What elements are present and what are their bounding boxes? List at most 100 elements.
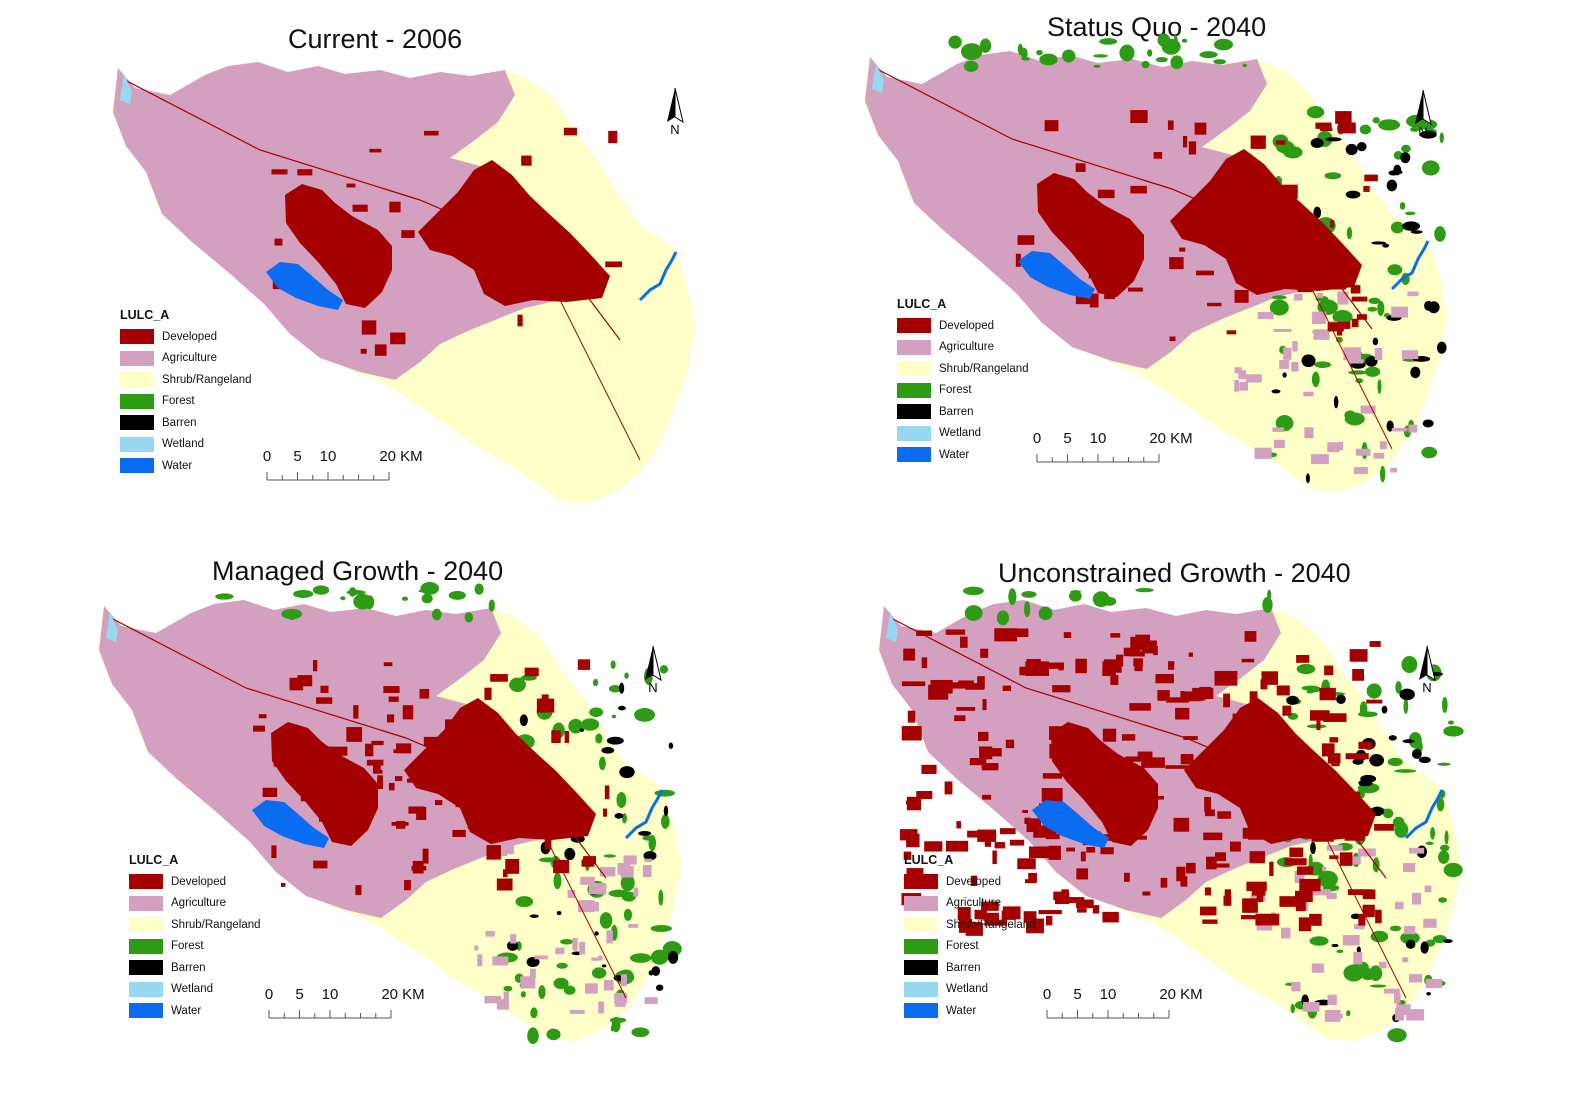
- agriculture-patch: [1239, 381, 1249, 391]
- barren-patch: [1372, 337, 1379, 346]
- barren-patch: [1345, 143, 1358, 156]
- developed-patch: [1319, 687, 1336, 701]
- developed-patch: [1329, 286, 1347, 290]
- developed-patch: [1351, 318, 1359, 328]
- agriculture-patch: [1406, 1009, 1425, 1021]
- developed-patch: [1251, 779, 1263, 793]
- forest-patch: [1348, 370, 1367, 375]
- agriculture-patch: [1355, 448, 1371, 456]
- agriculture-patch: [1351, 856, 1361, 865]
- forest-patch: [1324, 172, 1342, 180]
- developed-patch: [1356, 314, 1367, 320]
- barren-patch: [619, 682, 625, 694]
- forest-patch: [608, 685, 622, 693]
- developed-patch: [1028, 872, 1037, 883]
- legend-item: Wetland: [120, 434, 252, 456]
- developed-patch: [1074, 195, 1081, 205]
- legend-item: Developed: [120, 326, 252, 348]
- forest-patch: [592, 678, 599, 687]
- forest-patch: [401, 596, 409, 601]
- legend-swatch: [120, 393, 154, 409]
- agriculture-patch: [569, 1009, 585, 1014]
- scale-ruler: [1046, 1010, 1170, 1019]
- developed-patch: [393, 749, 399, 753]
- developed-patch: [274, 238, 283, 246]
- agriculture-patch: [1294, 293, 1303, 301]
- legend-item: Wetland: [129, 979, 261, 1001]
- agriculture-patch: [1294, 870, 1305, 884]
- forest-patch: [1394, 769, 1417, 773]
- forest-patch: [659, 665, 669, 674]
- barren-patch: [519, 714, 528, 727]
- developed-patch: [1157, 690, 1170, 701]
- forest-patch: [1390, 221, 1405, 234]
- developed-patch: [1182, 136, 1188, 148]
- scale-label: 10: [1099, 986, 1117, 1003]
- agriculture-patch: [580, 876, 595, 885]
- forest-patch: [1421, 160, 1440, 176]
- developed-patch: [353, 705, 359, 719]
- developed-patch: [1329, 271, 1337, 285]
- forest-patch: [1271, 295, 1287, 300]
- forest-patch: [598, 756, 606, 771]
- developed-patch: [916, 791, 933, 800]
- developed-patch: [1052, 685, 1071, 693]
- barren-patch: [1419, 130, 1437, 139]
- agriculture-patch: [628, 924, 639, 928]
- legend-swatch: [904, 1003, 938, 1019]
- scale-label: 5: [1063, 430, 1072, 447]
- developed-patch: [575, 801, 582, 812]
- agriculture-patch: [492, 956, 509, 966]
- agriculture-patch: [617, 863, 631, 875]
- map-panel-status-quo: Status Quo - 2040 N LULC_A Developed Agric…: [760, 0, 1540, 540]
- agriculture-patch: [1368, 909, 1381, 914]
- agriculture-patch: [1273, 328, 1292, 332]
- forest-patch: [1135, 587, 1154, 593]
- developed-patch: [1329, 737, 1339, 743]
- developed-patch: [505, 754, 520, 767]
- wetland-area: [872, 63, 884, 93]
- forest-patch: [1021, 591, 1037, 598]
- developed-patch: [1169, 336, 1176, 342]
- legend-title: LULC_A: [129, 853, 179, 867]
- reservoir-water: [1018, 251, 1095, 299]
- agriculture-patch: [1403, 926, 1416, 935]
- forest-patch: [595, 733, 603, 744]
- legend-item: Barren: [129, 957, 261, 979]
- agriculture-patch: [1379, 441, 1387, 450]
- developed-patch: [313, 860, 328, 869]
- forest-patch: [964, 605, 983, 621]
- legend-item: Barren: [904, 957, 1036, 979]
- developed-patch: [1023, 911, 1037, 923]
- legend-swatch: [897, 382, 931, 398]
- developed-patch: [1362, 904, 1375, 918]
- legend-swatch: [904, 895, 938, 911]
- developed-patch: [1097, 264, 1115, 270]
- developed-patch: [1130, 636, 1144, 651]
- forest-patch: [1290, 1003, 1296, 1014]
- developed-patch: [346, 183, 356, 188]
- developed-patch: [388, 782, 395, 791]
- legend-label: Developed: [162, 330, 217, 343]
- developed-patch: [1046, 833, 1060, 840]
- forest-patch: [520, 991, 526, 998]
- north-arrow-glyph: N: [1419, 645, 1436, 695]
- developed-patch: [1165, 765, 1188, 769]
- forest-patch: [1438, 850, 1450, 864]
- north-label: N: [670, 122, 679, 136]
- developed-patch: [1309, 710, 1330, 721]
- forest-patch: [1161, 38, 1181, 55]
- developed-patch: [444, 719, 463, 734]
- developed-patch: [1240, 915, 1264, 920]
- developed-area-east: [1184, 698, 1376, 844]
- legend-label: Agriculture: [946, 897, 1001, 910]
- developed-patch: [1374, 823, 1394, 831]
- reservoir-water: [1032, 800, 1109, 848]
- developed-patch: [1339, 852, 1353, 866]
- forest-patch: [962, 586, 984, 596]
- forest-patch: [418, 589, 433, 593]
- developed-patch: [901, 681, 926, 687]
- developed-patch: [369, 148, 382, 153]
- forest-patch: [979, 38, 992, 53]
- forest-patch: [1443, 862, 1463, 878]
